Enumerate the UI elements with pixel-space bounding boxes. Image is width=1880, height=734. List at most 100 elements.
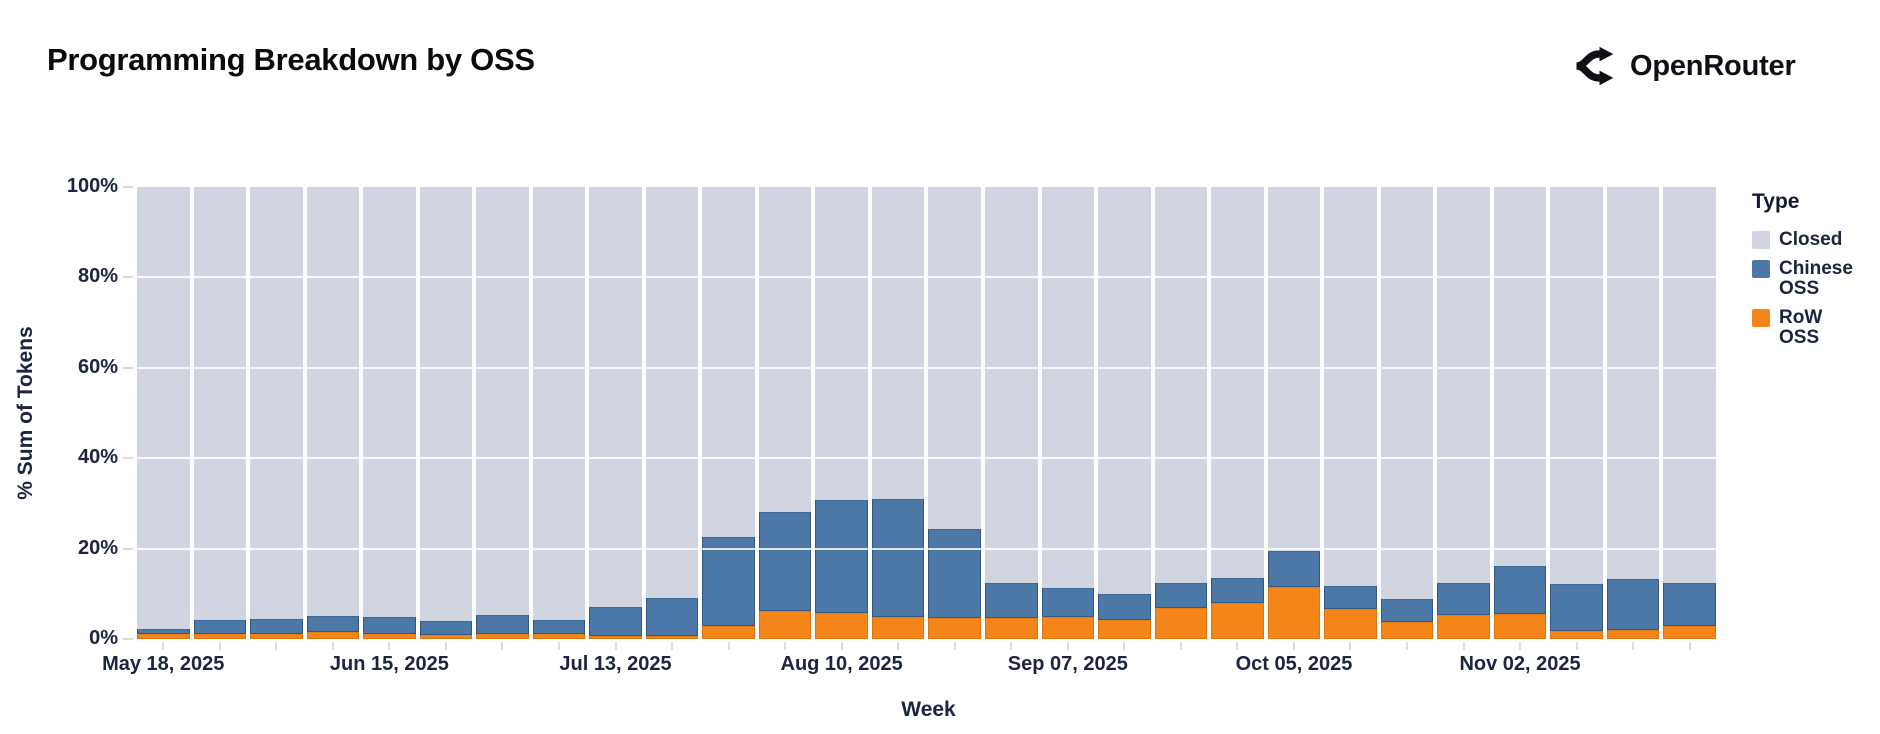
- x-axis-tick: [727, 642, 730, 650]
- gridline: [137, 276, 1720, 279]
- bar-segment-closed: [871, 187, 925, 500]
- x-axis-tick: [1688, 642, 1691, 650]
- bar-segment-row-oss: [1380, 622, 1434, 639]
- stacked-bar-week: [1663, 187, 1716, 639]
- y-axis-tick-label: 100%: [66, 175, 118, 197]
- bar-segment-closed: [306, 187, 360, 617]
- bar-segment-chinese-oss: [871, 499, 925, 617]
- bar-segment-row-oss: [815, 612, 868, 639]
- legend-swatch-row-oss: [1752, 308, 1770, 327]
- gridline: [137, 366, 1720, 369]
- legend-title: Type: [1752, 190, 1800, 213]
- x-axis-tick-label: Jul 13, 2025: [559, 653, 672, 675]
- x-axis-tick: [1179, 642, 1182, 650]
- x-axis-tick: [1462, 642, 1465, 650]
- stacked-bar-week: [1324, 187, 1377, 639]
- bar-segment-row-oss: [1437, 614, 1490, 639]
- x-axis-tick: [1292, 642, 1295, 650]
- bar-segment-chinese-oss: [1324, 586, 1377, 609]
- x-axis-tick: [1066, 642, 1069, 650]
- y-axis-tick: [123, 276, 133, 279]
- bar-segment-row-oss: [1211, 602, 1264, 639]
- bar-segment-chinese-oss: [193, 620, 247, 635]
- x-axis-tick-label: Jun 15, 2025: [329, 653, 449, 675]
- bar-segment-closed: [928, 187, 981, 529]
- stacked-bar-week: [1437, 187, 1490, 639]
- bar-segment-chinese-oss: [137, 629, 190, 635]
- x-axis-tick: [388, 642, 391, 650]
- bar-segment-row-oss: [419, 634, 473, 639]
- bar-segment-closed: [815, 187, 868, 501]
- openrouter-logo: OpenRouter: [1572, 44, 1796, 88]
- bar-segment-row-oss: [306, 632, 360, 639]
- bar-segment-row-oss: [871, 616, 925, 639]
- y-axis-tick-label: 60%: [77, 355, 118, 378]
- stacked-bar-week: [419, 187, 473, 639]
- bar-segment-chinese-oss: [1437, 582, 1490, 615]
- gridline: [137, 547, 1720, 550]
- x-axis-tick: [1010, 642, 1013, 650]
- bar-segment-chinese-oss: [1606, 578, 1660, 630]
- bar-segment-chinese-oss: [306, 616, 360, 633]
- bar-segment-row-oss: [1663, 625, 1716, 639]
- bar-segment-row-oss: [985, 617, 1038, 639]
- bar-segment-row-oss: [1550, 630, 1603, 639]
- x-axis-tick: [557, 642, 560, 650]
- bar-segment-closed: [1267, 187, 1321, 551]
- page-title: Programming Breakdown by OSS: [47, 42, 535, 77]
- legend-label: RoW OSS: [1779, 306, 1823, 348]
- bar-segment-chinese-oss: [419, 621, 473, 635]
- stacked-bar-week: [1211, 187, 1264, 639]
- bar-segment-row-oss: [1154, 607, 1208, 639]
- bar-segment-chinese-oss: [1380, 598, 1434, 623]
- x-axis-tick-label: May 18, 2025: [102, 653, 225, 675]
- bar-segment-closed: [476, 187, 529, 616]
- bar-segment-row-oss: [1493, 614, 1547, 639]
- legend-swatch-closed: [1752, 231, 1770, 249]
- x-axis-tick: [1632, 642, 1635, 650]
- bar-segment-row-oss: [250, 634, 303, 639]
- bar-segment-row-oss: [1606, 629, 1660, 639]
- bar-segment-closed: [1606, 187, 1660, 579]
- x-axis-tick: [501, 642, 504, 650]
- bar-segment-chinese-oss: [928, 528, 981, 619]
- x-axis-tick-label: Nov 02, 2025: [1459, 653, 1581, 675]
- bar-segment-row-oss: [363, 634, 416, 639]
- stacked-bar-week: [137, 187, 190, 639]
- bar-segment-chinese-oss: [1211, 578, 1264, 603]
- bar-segment-closed: [137, 187, 190, 630]
- x-axis-tick: [1575, 642, 1578, 650]
- legend-label: Closed: [1779, 229, 1843, 250]
- x-axis-tick: [218, 642, 221, 650]
- x-axis-tick: [331, 642, 334, 650]
- bar-segment-row-oss: [1041, 616, 1095, 639]
- stacked-bar-week: [758, 187, 812, 639]
- bar-segment-chinese-oss: [1663, 582, 1716, 626]
- stacked-bar-week: [1380, 187, 1434, 639]
- stacked-bar-week: [250, 187, 303, 639]
- chart-plot-area: [137, 187, 1720, 639]
- x-axis-tick: [1349, 642, 1352, 650]
- x-axis-tick: [444, 642, 447, 650]
- x-axis-tick: [1236, 642, 1239, 650]
- stacked-bar-week: [363, 187, 416, 639]
- bar-segment-closed: [1437, 187, 1490, 583]
- bar-segment-closed: [250, 187, 303, 620]
- bar-segment-closed: [193, 187, 247, 621]
- bar-segment-row-oss: [532, 633, 586, 639]
- bar-segment-closed: [1324, 187, 1377, 587]
- stacked-bar-week: [589, 187, 642, 639]
- bar-segment-chinese-oss: [1493, 566, 1547, 615]
- bar-segment-closed: [363, 187, 416, 618]
- bar-segment-closed: [589, 187, 642, 607]
- legend-item-closed: Closed: [1752, 230, 1872, 250]
- legend-item-chinese-oss: Chinese OSS: [1752, 258, 1872, 299]
- stacked-bar-week: [985, 187, 1038, 639]
- bar-segment-closed: [1098, 187, 1151, 594]
- bar-segment-row-oss: [1324, 608, 1377, 639]
- bar-segment-chinese-oss: [702, 537, 755, 626]
- x-axis-tick: [614, 642, 617, 650]
- bar-segment-chinese-oss: [532, 620, 586, 634]
- bar-segment-chinese-oss: [1154, 582, 1208, 608]
